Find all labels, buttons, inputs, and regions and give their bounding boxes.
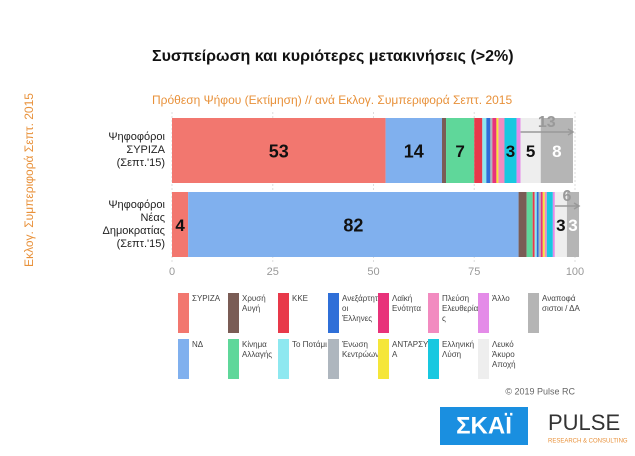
data-label: 8 bbox=[552, 142, 561, 161]
legend-label: Χρυσή Αυγή bbox=[242, 294, 266, 313]
bar-segment bbox=[172, 192, 189, 257]
y-axis-label: Εκλογ. Συμπεριφορά Σεπτ. 2015 bbox=[22, 93, 36, 267]
bracket-label: 6 bbox=[562, 188, 571, 205]
bar-segment bbox=[486, 118, 491, 183]
legend-swatch bbox=[428, 339, 439, 379]
bar-segment bbox=[518, 192, 527, 257]
legend-swatch bbox=[228, 293, 239, 333]
bar-segment bbox=[534, 192, 537, 257]
legend-swatch bbox=[478, 339, 489, 379]
legend-label: Αναποφάσιστοι / ΔΑ bbox=[542, 294, 580, 313]
bracket-arrow bbox=[567, 128, 575, 136]
bar-segment bbox=[552, 192, 555, 257]
legend-label: ΑΝΤΑΡΣΥΑ bbox=[392, 340, 429, 359]
legend-swatch bbox=[528, 293, 539, 333]
bar-segment bbox=[544, 192, 547, 257]
x-tick-label: 75 bbox=[468, 266, 480, 278]
legend-label: Λαϊκή Ενότητα bbox=[392, 294, 421, 313]
bar-segment bbox=[385, 118, 443, 183]
bar-segment bbox=[172, 118, 386, 183]
skai-logo-text: ΣΚΑΪ bbox=[456, 412, 513, 439]
data-label: 4 bbox=[175, 216, 185, 235]
legend-label: ΚΚΕ bbox=[292, 294, 309, 303]
bar-segment bbox=[482, 118, 487, 183]
legend-label: Λευκό Άκυρο Αποχή bbox=[492, 340, 516, 369]
legend-swatch bbox=[278, 293, 289, 333]
bar-segment bbox=[536, 192, 539, 257]
data-label: 53 bbox=[269, 141, 289, 161]
legend-swatch bbox=[328, 339, 339, 379]
bar-segment bbox=[532, 192, 535, 257]
pulse-logo-text: PULSE bbox=[548, 410, 620, 435]
legend-swatch bbox=[278, 339, 289, 379]
legend-label: ΝΔ bbox=[192, 340, 204, 349]
legend-swatch bbox=[228, 339, 239, 379]
legend-label: Κίνημα Αλλαγής bbox=[242, 340, 273, 359]
bar-segment bbox=[442, 118, 447, 183]
legend-label: Πλεύση Ελευθερίας bbox=[442, 294, 479, 323]
source: © 2019 Pulse RC bbox=[505, 386, 575, 396]
bar-segment bbox=[526, 192, 533, 257]
data-label: 14 bbox=[404, 141, 424, 161]
bar-segment bbox=[540, 118, 573, 183]
data-label: 3 bbox=[568, 216, 577, 235]
subtitle: Πρόθεση Ψήφου (Εκτίμηση) // ανά Εκλογ. Σ… bbox=[152, 93, 512, 107]
legend-label: Ένωση Κεντρώων bbox=[342, 340, 380, 359]
data-label: 3 bbox=[556, 216, 565, 235]
data-label: 3 bbox=[506, 142, 515, 161]
bar-segment bbox=[504, 118, 517, 183]
bar-segment bbox=[188, 192, 519, 257]
bar-segment bbox=[498, 118, 505, 183]
bar-segment bbox=[446, 118, 475, 183]
x-tick-label: 0 bbox=[169, 266, 175, 278]
pulse-logo-tag: RESEARCH & CONSULTING bbox=[548, 439, 628, 445]
bar-segment bbox=[554, 192, 567, 257]
legend-swatch bbox=[178, 339, 189, 379]
bar-segment bbox=[520, 118, 541, 183]
x-tick-label: 25 bbox=[267, 266, 279, 278]
x-tick-label: 100 bbox=[566, 266, 584, 278]
legend-swatch bbox=[328, 293, 339, 333]
legend-swatch bbox=[178, 293, 189, 333]
legend-label: Το Ποτάμι bbox=[292, 340, 327, 349]
bar-segment bbox=[516, 118, 521, 183]
legend-swatch bbox=[428, 293, 439, 333]
bar-segment bbox=[538, 192, 541, 257]
legend-label: ΣΥΡΙΖΑ bbox=[192, 294, 221, 303]
bar-segment bbox=[546, 192, 553, 257]
legend-swatch bbox=[478, 293, 489, 333]
chart-title: Συσπείρωση και κυριότερες μετακινήσεις (… bbox=[152, 48, 514, 65]
data-label: 5 bbox=[526, 142, 535, 161]
legend-swatch bbox=[378, 293, 389, 333]
legend-label: Άλλο bbox=[492, 294, 510, 303]
data-label: 82 bbox=[343, 215, 363, 235]
legend-label: Ανεξάρτητοι Έλληνες bbox=[342, 294, 378, 323]
bracket-arrow bbox=[573, 202, 581, 210]
bar-segment bbox=[474, 118, 483, 183]
bar-segment bbox=[540, 192, 543, 257]
bar-segment bbox=[490, 118, 493, 183]
x-tick-label: 50 bbox=[367, 266, 379, 278]
bar-segment bbox=[542, 192, 545, 257]
category-label: Ψηφοφόροι ΣΥΡΙΖΑ (Σεπτ.'15) bbox=[108, 130, 165, 169]
data-label: 7 bbox=[455, 142, 464, 161]
legend-label: Ελληνική Λύση bbox=[442, 340, 475, 359]
bracket-label: 13 bbox=[538, 114, 556, 131]
skai-logo bbox=[440, 407, 528, 445]
bar-segment bbox=[492, 118, 497, 183]
bar-segment bbox=[496, 118, 499, 183]
category-label: Ψηφοφόροι Νέας Δημοκρατίας (Σεπτ.'15) bbox=[102, 198, 166, 250]
legend-swatch bbox=[378, 339, 389, 379]
